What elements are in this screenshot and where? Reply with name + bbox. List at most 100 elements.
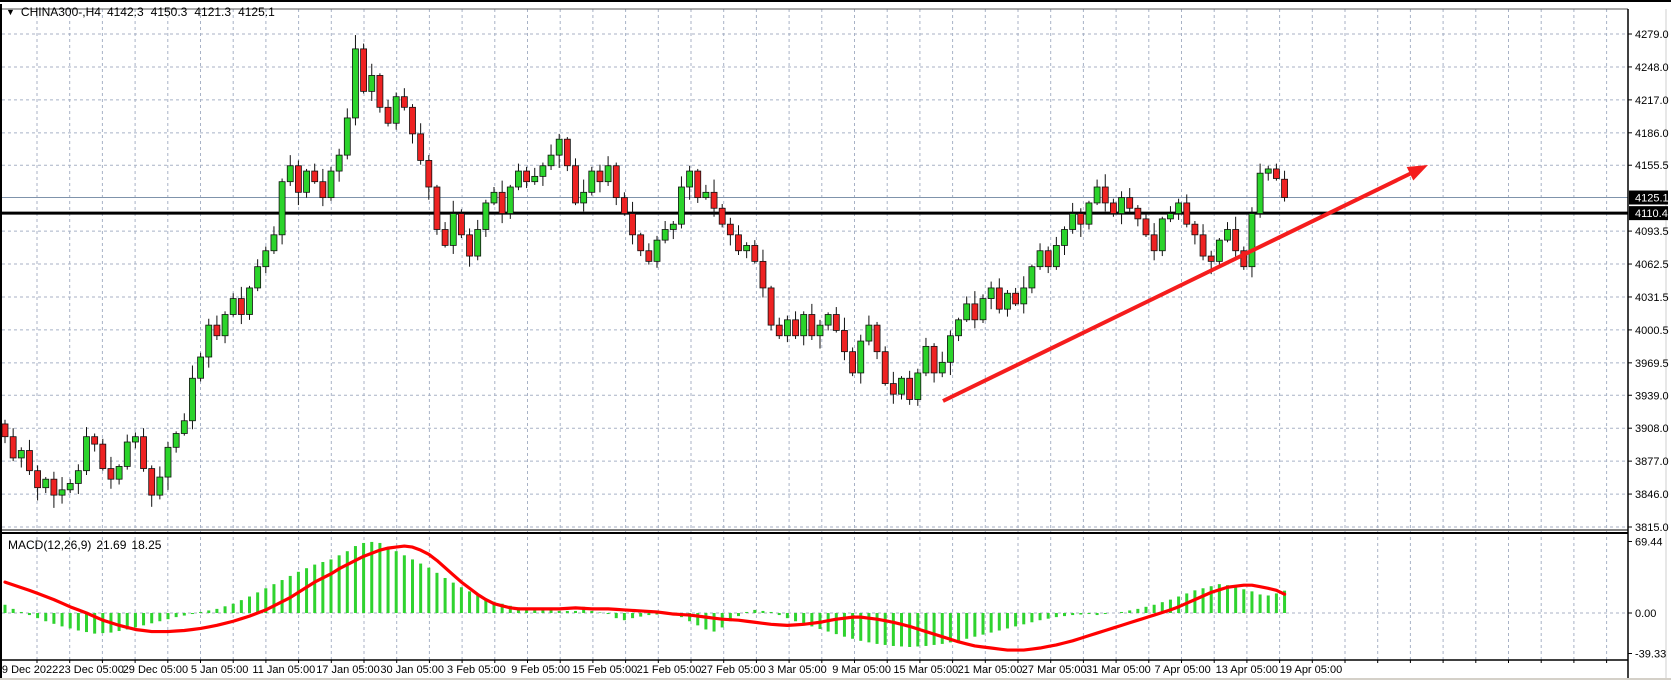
price-axis-label: 4186.0 bbox=[1635, 128, 1669, 140]
macd-histogram-bar bbox=[1201, 588, 1205, 613]
candle-body bbox=[889, 383, 897, 395]
macd-histogram-bar bbox=[891, 613, 895, 646]
macd-histogram-bar bbox=[321, 562, 325, 613]
macd-histogram-bar bbox=[1152, 604, 1156, 613]
candle-body bbox=[335, 154, 343, 172]
candle-body bbox=[808, 314, 816, 337]
macd-histogram-bar bbox=[842, 613, 846, 637]
candle-body bbox=[50, 478, 58, 496]
time-axis-label: 21 Mar 05:00 bbox=[958, 664, 1023, 676]
candle-body bbox=[669, 223, 677, 230]
macd-histogram-bar bbox=[52, 613, 56, 624]
candle-body bbox=[123, 441, 131, 467]
candle-body bbox=[580, 191, 588, 204]
macd-axis-label: 0.00 bbox=[1635, 608, 1656, 620]
candle-body bbox=[971, 303, 979, 321]
macd-histogram-bar bbox=[1250, 591, 1254, 613]
macd-histogram-bar bbox=[622, 613, 626, 621]
macd-histogram-bar bbox=[1005, 613, 1009, 629]
candle-body bbox=[914, 372, 922, 400]
macd-histogram-bar bbox=[655, 613, 659, 615]
macd-histogram-bar bbox=[158, 613, 162, 622]
candle-body bbox=[1052, 245, 1060, 268]
macd-histogram-bar bbox=[44, 613, 48, 622]
macd-histogram-bar bbox=[900, 613, 903, 647]
macd-histogram-bar bbox=[500, 603, 504, 613]
candle-body bbox=[955, 319, 962, 337]
candle-body bbox=[441, 229, 449, 246]
candle-body bbox=[841, 330, 848, 353]
symbol-dropdown-icon[interactable]: ▼ bbox=[6, 6, 15, 17]
macd-histogram-bar bbox=[93, 613, 97, 634]
price-axis-label: 4031.5 bbox=[1635, 292, 1669, 304]
macd-histogram-bar bbox=[394, 551, 398, 613]
macd-histogram-bar bbox=[696, 613, 700, 626]
time-axis-label: 21 Feb 05:00 bbox=[637, 664, 702, 676]
price-axis-label: 4062.5 bbox=[1635, 259, 1669, 271]
candle-body bbox=[417, 133, 425, 161]
candle-body bbox=[555, 138, 563, 156]
candle-body bbox=[360, 48, 368, 92]
macd-histogram-bar bbox=[484, 598, 488, 613]
time-axis-label: 27 Mar 05:00 bbox=[1022, 664, 1087, 676]
macd-histogram-bar bbox=[802, 613, 806, 624]
candle-body bbox=[1240, 250, 1248, 268]
macd-axis-label: 69.44 bbox=[1635, 536, 1663, 548]
candle-body bbox=[9, 436, 17, 459]
macd-histogram-bar bbox=[631, 613, 635, 619]
macd-histogram-bar bbox=[370, 541, 374, 613]
macd-histogram-bar bbox=[704, 613, 708, 630]
macd-histogram-bar bbox=[785, 613, 789, 619]
macd-histogram-bar bbox=[525, 608, 529, 613]
candle-body bbox=[1061, 229, 1068, 246]
candle-body bbox=[26, 450, 33, 472]
time-axis-label: 19 Dec 2022 bbox=[0, 664, 58, 676]
candle-body bbox=[930, 345, 938, 374]
macd-histogram-bar bbox=[834, 613, 838, 635]
candle-body bbox=[400, 96, 408, 108]
candle-body bbox=[1248, 213, 1256, 268]
time-axis-label: 29 Dec 05:00 bbox=[123, 664, 188, 676]
candle-body bbox=[449, 213, 457, 246]
candle-body bbox=[490, 191, 498, 204]
candle-body bbox=[547, 154, 555, 167]
macd-histogram-bar bbox=[1193, 590, 1197, 613]
macd-histogram-bar bbox=[1030, 613, 1034, 623]
candle-body bbox=[686, 170, 693, 188]
candle-body bbox=[58, 489, 66, 496]
macd-indicator-label: MACD(12,26,9) 21.69 18.25 bbox=[8, 538, 161, 552]
candle-body bbox=[661, 229, 669, 241]
macd-histogram-bar bbox=[753, 609, 757, 613]
candle-body bbox=[759, 260, 767, 289]
candle-body bbox=[1167, 213, 1174, 220]
candle-body bbox=[987, 287, 995, 299]
candle-body bbox=[1101, 186, 1109, 204]
macd-histogram-bar bbox=[133, 613, 137, 628]
candle-body bbox=[979, 298, 987, 321]
candle-body bbox=[947, 335, 954, 363]
macd-histogram-bar bbox=[1136, 608, 1140, 613]
macd-histogram-bar bbox=[745, 611, 749, 613]
candle-body bbox=[409, 106, 416, 135]
candle-body bbox=[637, 234, 645, 252]
macd-histogram-bar bbox=[737, 613, 740, 617]
macd-histogram-bar bbox=[973, 613, 977, 637]
macd-histogram-bar bbox=[924, 613, 928, 646]
candle-body bbox=[775, 324, 783, 337]
macd-histogram-bar bbox=[777, 613, 781, 616]
macd-histogram-bar bbox=[1022, 613, 1026, 625]
macd-histogram-bar bbox=[908, 613, 912, 647]
candle-body bbox=[1093, 186, 1101, 204]
candle-body bbox=[262, 250, 270, 268]
candle-body bbox=[515, 170, 522, 188]
candle-body bbox=[425, 160, 433, 188]
candle-body bbox=[784, 319, 791, 337]
candle-body bbox=[857, 340, 865, 374]
candle-body bbox=[1281, 178, 1288, 198]
macd-histogram-bar bbox=[1234, 587, 1238, 613]
trend-arrow-line[interactable] bbox=[942, 168, 1419, 403]
macd-histogram-bar bbox=[883, 613, 887, 645]
macd-histogram-bar bbox=[27, 613, 31, 616]
macd-histogram-bar bbox=[378, 542, 382, 613]
